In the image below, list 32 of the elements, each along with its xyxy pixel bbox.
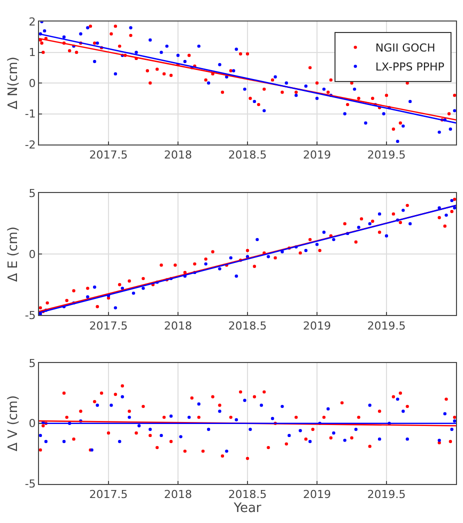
x-tick-label: 2019 <box>303 319 331 332</box>
y-axis-title: Δ E (cm) <box>6 226 21 282</box>
legend-label: NGII GOCH <box>375 42 436 55</box>
y-axis-title: Δ N(cm) <box>6 56 21 110</box>
x-tick-label: 2018.5 <box>228 148 267 162</box>
y-tick-label: -5 <box>24 478 36 491</box>
x-tick-label: 2018.5 <box>228 319 267 332</box>
y-tick-label: 5 <box>28 356 36 370</box>
x-tick-label: 2018 <box>164 148 192 162</box>
y-tick-label: -2 <box>24 138 36 152</box>
x-tick-label: 2017.5 <box>89 488 128 502</box>
x-tick-label: 2019.5 <box>367 488 406 502</box>
y-tick-label: 0 <box>28 248 36 262</box>
x-tick-label: 2019.5 <box>367 148 406 162</box>
y-tick-label: 2 <box>28 15 36 28</box>
y-tick-label: 5 <box>28 187 36 200</box>
y-tick-label: -5 <box>24 308 36 322</box>
y-tick-label: 0 <box>28 76 36 90</box>
legend-label: LX-PPS PPHP <box>375 60 445 74</box>
x-tick-label: 2018.5 <box>228 488 267 502</box>
y-tick-label: 1 <box>28 46 36 60</box>
x-axis-title: Year <box>232 501 262 516</box>
x-tick-label: 2017.5 <box>89 148 128 162</box>
y-axis-title: Δ V (cm) <box>6 395 21 452</box>
x-tick-label: 2019 <box>303 488 331 502</box>
x-tick-label: 2017.5 <box>89 319 128 332</box>
x-tick-label: 2018 <box>164 319 192 332</box>
y-tick-label: 0 <box>28 417 36 430</box>
x-tick-label: 2019.5 <box>367 319 406 332</box>
y-tick-label: -1 <box>24 108 36 121</box>
x-tick-label: 2018 <box>164 488 192 502</box>
x-tick-label: 2019 <box>303 148 331 162</box>
